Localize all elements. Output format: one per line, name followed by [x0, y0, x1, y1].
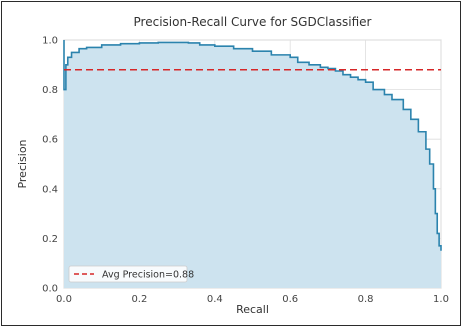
- x-tick-label: 0.6: [282, 294, 298, 305]
- x-tick-label: 0.2: [131, 294, 147, 305]
- x-tick-label: 1.0: [433, 294, 449, 305]
- y-tick-label: 0.2: [42, 234, 58, 245]
- y-tick-label: 0.6: [42, 135, 58, 146]
- pr-curve-chart: Precision-Recall Curve for SGDClassifier…: [16, 15, 449, 316]
- x-axis-label: Recall: [236, 303, 269, 316]
- x-tick-label: 0.8: [358, 294, 374, 305]
- y-tick-label: 0.0: [42, 284, 58, 295]
- tick-labels: 0.0 0.2 0.4 0.6 0.8 1.0 0.0 0.2 0.4 0.6 0.8 1.0: [42, 36, 449, 306]
- y-tick-label: 0.8: [42, 85, 58, 96]
- legend: Avg Precision=0.88: [68, 265, 194, 283]
- y-axis-label: Precision: [16, 139, 29, 188]
- x-tick-label: 0.4: [207, 294, 223, 305]
- pr-area-fill: [64, 40, 441, 288]
- pr-curve-line: [63, 40, 442, 251]
- y-tick-label: 0.4: [42, 184, 58, 195]
- legend-label: Avg Precision=0.88: [102, 270, 194, 281]
- chart-frame: Precision-Recall Curve for SGDClassifier…: [1, 1, 461, 326]
- chart-title: Precision-Recall Curve for SGDClassifier: [134, 15, 372, 29]
- legend-box: [68, 265, 188, 283]
- x-tick-label: 0.0: [56, 294, 72, 305]
- y-tick-label: 1.0: [42, 36, 58, 47]
